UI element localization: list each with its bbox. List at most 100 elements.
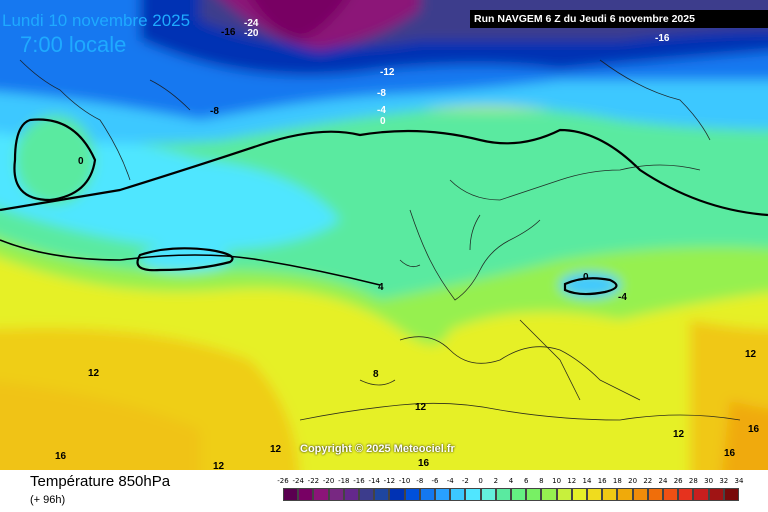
scale-tick-label: -6 bbox=[431, 477, 439, 485]
contour-label: 12 bbox=[213, 461, 225, 472]
scale-tick-label: 4 bbox=[508, 477, 514, 485]
scale-tick-label: 18 bbox=[612, 477, 622, 485]
scale-color-cell bbox=[511, 488, 527, 501]
contour-label: -4 bbox=[618, 292, 627, 303]
scale-color-cell bbox=[480, 488, 496, 501]
contour-label: 0 bbox=[78, 156, 84, 167]
scale-color-cell bbox=[678, 488, 694, 501]
contour-label: -8 bbox=[210, 106, 219, 117]
scale-color-cell bbox=[632, 488, 648, 501]
scale-color-cell bbox=[602, 488, 618, 501]
scale-color-cell bbox=[495, 488, 511, 501]
contour-label: 12 bbox=[745, 349, 757, 360]
scale-tick-label: 14 bbox=[582, 477, 592, 485]
scale-tick-label: -24 bbox=[292, 477, 304, 485]
contour-label: -16 bbox=[655, 33, 670, 44]
model-run-info: Run NAVGEM 6 Z du Jeudi 6 novembre 2025 bbox=[470, 10, 768, 28]
contour-label: -4 bbox=[377, 105, 386, 116]
scale-color-cell bbox=[647, 488, 663, 501]
scale-color-cell bbox=[450, 488, 466, 501]
contour-label: 8 bbox=[373, 369, 379, 380]
isotherm-four bbox=[0, 239, 381, 286]
contour-label: -8 bbox=[377, 88, 386, 99]
scale-tick-label: 22 bbox=[643, 477, 653, 485]
contour-label: 16 bbox=[724, 448, 736, 459]
scale-color-cell bbox=[571, 488, 587, 501]
scale-tick-label: 30 bbox=[704, 477, 714, 485]
scale-color-cell bbox=[587, 488, 603, 501]
contour-label: 12 bbox=[415, 402, 427, 413]
isotherm-zero-greenland bbox=[13, 118, 97, 202]
scale-color-cell bbox=[465, 488, 481, 501]
scale-tick-label: 2 bbox=[493, 477, 499, 485]
temperature-map bbox=[0, 0, 768, 470]
contour-label: 12 bbox=[270, 444, 282, 455]
scale-tick-label: 20 bbox=[628, 477, 638, 485]
contour-label: -24 bbox=[244, 18, 259, 29]
scale-color-cell bbox=[343, 488, 359, 501]
contour-label: 4 bbox=[378, 282, 384, 293]
scale-color-cell bbox=[283, 488, 299, 501]
legend-footer: Température 850hPa (+ 96h) -26 -24 -22 -20-… bbox=[0, 470, 768, 512]
contour-label: 16 bbox=[748, 424, 760, 435]
scale-color-cell bbox=[663, 488, 679, 501]
forecast-lead-time: (+ 96h) bbox=[30, 494, 66, 506]
scale-color-cell bbox=[723, 488, 739, 501]
scale-color-cell bbox=[526, 488, 542, 501]
scale-tick-label: 0 bbox=[478, 477, 483, 485]
scale-tick-label: -26 bbox=[277, 477, 289, 485]
scale-color-cell bbox=[435, 488, 451, 501]
scale-tick-label: 34 bbox=[734, 477, 744, 485]
scale-color-cell bbox=[617, 488, 633, 501]
contour-label: 16 bbox=[55, 451, 67, 462]
scale-tick-label: -14 bbox=[368, 477, 380, 485]
contour-label: 0 bbox=[583, 272, 589, 283]
scale-color-cell bbox=[359, 488, 375, 501]
scale-tick-label: 6 bbox=[523, 477, 529, 485]
forecast-time: 7:00 locale bbox=[20, 32, 127, 57]
scale-color-cell bbox=[541, 488, 557, 501]
scale-tick-label: -8 bbox=[416, 477, 424, 485]
scale-tick-label: -16 bbox=[353, 477, 365, 485]
scale-color-cell bbox=[374, 488, 390, 501]
scale-color-cell bbox=[708, 488, 724, 501]
contour-label: 12 bbox=[88, 368, 100, 379]
contour-label: 0 bbox=[380, 116, 386, 127]
scale-color-cell bbox=[298, 488, 314, 501]
isotherm-lines bbox=[0, 118, 768, 296]
scale-tick-label: -22 bbox=[307, 477, 320, 485]
scale-tick-label: 24 bbox=[658, 477, 668, 485]
isotherm-zero-europe bbox=[563, 277, 618, 296]
scale-tick-label: 16 bbox=[597, 477, 607, 485]
scale-tick-label: 8 bbox=[539, 477, 544, 485]
scale-color-cell bbox=[419, 488, 435, 501]
scale-tick-label: 28 bbox=[688, 477, 698, 485]
parameter-name: Température 850hPa bbox=[30, 473, 171, 490]
copyright-notice: Copyright © 2025 Meteociel.fr bbox=[300, 443, 455, 455]
scale-tick-label: 32 bbox=[719, 477, 729, 485]
scale-tick-label: 10 bbox=[552, 477, 562, 485]
isotherm-zero-atlantic bbox=[136, 247, 234, 272]
forecast-date: Lundi 10 novembre 2025 bbox=[2, 11, 191, 30]
contour-label: -12 bbox=[380, 67, 395, 78]
scale-color-cell bbox=[693, 488, 709, 501]
contour-label: -16 bbox=[221, 27, 236, 38]
scale-tick-label: 26 bbox=[673, 477, 683, 485]
scale-color-cell bbox=[404, 488, 420, 501]
scale-tick-label: -4 bbox=[446, 477, 454, 485]
contour-label: 16 bbox=[418, 458, 430, 469]
contour-label: -20 bbox=[244, 28, 259, 39]
scale-color-cell bbox=[328, 488, 344, 501]
scale-color-cell bbox=[389, 488, 405, 501]
scale-tick-label: 12 bbox=[567, 477, 577, 485]
scale-color-cell bbox=[556, 488, 572, 501]
scale-tick-label: -2 bbox=[461, 477, 469, 485]
scale-color-cell bbox=[313, 488, 329, 501]
isotherm-zero-main bbox=[0, 128, 768, 217]
scale-tick-label: -18 bbox=[338, 477, 350, 485]
contour-label: 12 bbox=[673, 429, 685, 440]
scale-tick-label: -20 bbox=[322, 477, 335, 485]
scale-tick-label: -10 bbox=[398, 477, 411, 485]
coastlines bbox=[19, 59, 741, 421]
